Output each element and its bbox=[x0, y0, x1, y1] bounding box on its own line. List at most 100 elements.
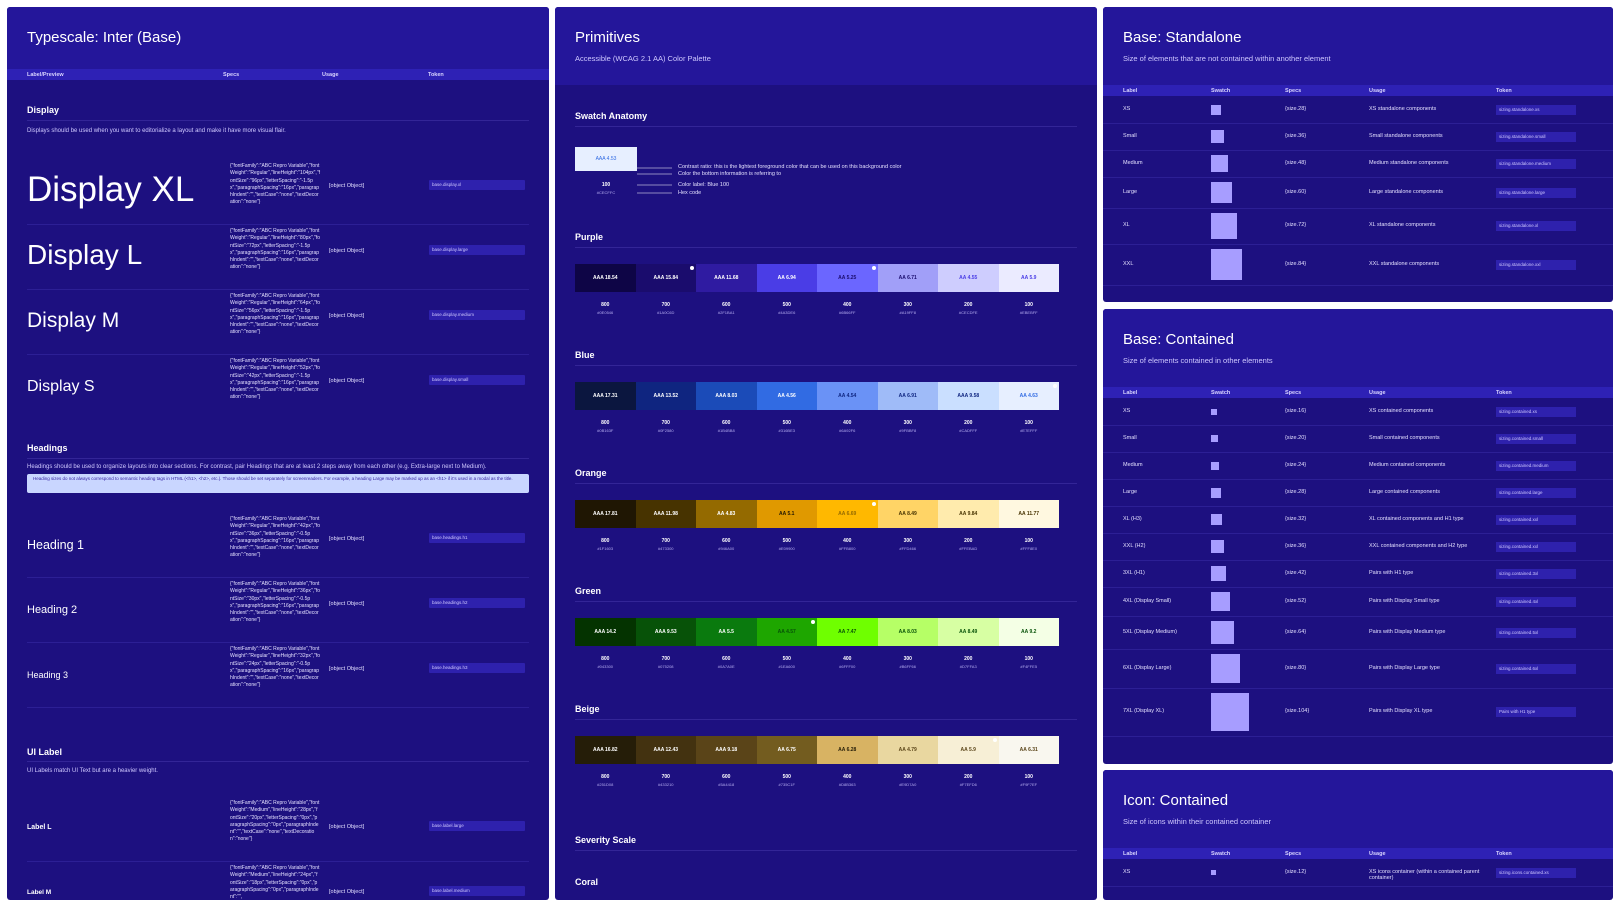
color-swatch[interactable]: AAA 16.82 bbox=[575, 736, 636, 764]
color-swatch[interactable]: AA 6.69 bbox=[817, 500, 878, 528]
color-swatch[interactable]: AA 4.55 bbox=[938, 264, 999, 292]
color-swatch[interactable]: AA 5.9 bbox=[938, 736, 999, 764]
color-swatch[interactable]: AA 5.9 bbox=[998, 264, 1059, 292]
sizing-token-field[interactable]: sizing.contained.large bbox=[1496, 487, 1576, 498]
color-swatch[interactable]: AAA 9.58 bbox=[938, 382, 999, 410]
sizing-token-field[interactable]: sizing.contained.5xl bbox=[1496, 627, 1576, 638]
color-swatch[interactable]: AA 6.28 bbox=[817, 736, 878, 764]
color-swatch[interactable]: AA 5.5 bbox=[696, 618, 757, 646]
color-swatch[interactable]: AA 4.57 bbox=[756, 618, 817, 646]
color-swatch[interactable]: AA 8.49 bbox=[877, 500, 938, 528]
swatch-hex: #0A7A0E bbox=[717, 664, 735, 669]
color-swatch[interactable]: AA 4.79 bbox=[877, 736, 938, 764]
color-swatch[interactable]: AA 6.91 bbox=[877, 382, 938, 410]
sizing-token-field[interactable]: sizing.standalone.medium bbox=[1496, 158, 1576, 169]
token-field[interactable]: base.display.large bbox=[429, 245, 525, 255]
sizing-token-field[interactable]: sizing.icons.contained.xs bbox=[1496, 867, 1576, 878]
color-swatch[interactable]: AAA 14.2 bbox=[575, 618, 636, 646]
icon-contained-panel: Icon: Contained Size of icons within the… bbox=[1103, 770, 1613, 900]
color-swatch[interactable]: AA 5.25 bbox=[817, 264, 878, 292]
coral-heading: Coral bbox=[575, 877, 599, 887]
sizing-token-field[interactable]: Pairs with H1 type bbox=[1496, 707, 1576, 717]
token-field[interactable]: base.display.medium bbox=[429, 310, 525, 320]
swatch-caption: 400 #6FFF00 bbox=[817, 656, 878, 669]
token-field[interactable]: base.display.small bbox=[429, 375, 525, 385]
sizing-token-field[interactable]: sizing.contained.6xl bbox=[1496, 663, 1576, 674]
color-swatch[interactable]: AAA 12.43 bbox=[635, 736, 696, 764]
token-field[interactable]: base.display.xl bbox=[429, 180, 525, 190]
contrast-label: AA 6.94 bbox=[777, 275, 796, 281]
sizing-row: 3XL (H1) {size.42} Pairs with H1 type sizin… bbox=[1103, 560, 1613, 588]
color-swatch[interactable]: AA 6.75 bbox=[756, 736, 817, 764]
color-swatch[interactable]: AA 4.54 bbox=[817, 382, 878, 410]
contained-header: Base: Contained Size of elements contain… bbox=[1103, 309, 1613, 387]
anatomy-line-color: Color the bottom information is referrin… bbox=[678, 171, 782, 177]
token-field[interactable]: base.label.medium bbox=[429, 886, 525, 896]
swatch-step: 100 bbox=[1024, 538, 1033, 544]
color-swatch[interactable]: AA 6.71 bbox=[877, 264, 938, 292]
swatch-row-purple: AAA 18.54 AAA 15.84 AAA 11.68 AA 6.94 AA 5.2… bbox=[575, 264, 1059, 292]
contrast-label: AA 6.31 bbox=[1019, 747, 1038, 753]
color-swatch[interactable]: AAA 18.54 bbox=[575, 264, 636, 292]
sizing-specs: {size.80} bbox=[1285, 664, 1307, 671]
sizing-row: XS {size.12} XS icons container (within a … bbox=[1103, 859, 1613, 887]
swatch-hex: #043300 bbox=[597, 664, 614, 669]
color-swatch[interactable]: AAA 8.03 bbox=[696, 382, 757, 410]
token-field[interactable]: base.headings.h3 bbox=[429, 663, 525, 673]
token-field[interactable]: base.headings.h1 bbox=[429, 533, 525, 543]
color-swatch[interactable]: AAA 9.53 bbox=[635, 618, 696, 646]
color-swatch[interactable]: AA 4.63 bbox=[998, 382, 1059, 410]
color-swatch[interactable]: AAA 13.52 bbox=[635, 382, 696, 410]
color-swatch[interactable]: AAA 11.68 bbox=[696, 264, 757, 292]
sizing-token-field[interactable]: sizing.contained.xxl bbox=[1496, 514, 1576, 525]
color-swatch[interactable]: AA 5.1 bbox=[756, 500, 817, 528]
token-field[interactable]: base.headings.h2 bbox=[429, 598, 525, 608]
token-field[interactable]: base.label.large bbox=[429, 821, 525, 831]
sizing-usage: XS contained components bbox=[1369, 407, 1434, 414]
col-token: Token bbox=[1496, 87, 1512, 94]
sizing-token-field[interactable]: sizing.standalone.small bbox=[1496, 131, 1576, 142]
usage-text: [object Object] bbox=[329, 313, 365, 319]
color-swatch[interactable]: AA 6.31 bbox=[998, 736, 1059, 764]
color-swatch[interactable]: AAA 17.31 bbox=[575, 382, 636, 410]
color-swatch[interactable]: AAA 17.81 bbox=[575, 500, 636, 528]
color-swatch[interactable]: AA 11.77 bbox=[998, 500, 1059, 528]
color-swatch[interactable]: AAA 9.18 bbox=[696, 736, 757, 764]
color-swatch[interactable]: AA 9.2 bbox=[998, 618, 1059, 646]
sizing-token-field[interactable]: sizing.standalone.large bbox=[1496, 187, 1576, 198]
color-swatch[interactable]: AA 4.83 bbox=[696, 500, 757, 528]
sizing-usage: Pairs with Display Small type bbox=[1369, 597, 1440, 604]
sizing-token-field[interactable]: sizing.standalone.xxl bbox=[1496, 259, 1576, 270]
sizing-token-field[interactable]: sizing.contained.3xl bbox=[1496, 568, 1576, 579]
sizing-token-field[interactable]: sizing.contained.small bbox=[1496, 433, 1576, 444]
sizing-token-field[interactable]: sizing.contained.medium bbox=[1496, 460, 1576, 471]
sizing-token-field[interactable]: sizing.contained.xxl bbox=[1496, 541, 1576, 552]
sizing-token-field[interactable]: sizing.standalone.xs bbox=[1496, 104, 1576, 115]
swatch-row-green: AAA 14.2 AAA 9.53 AA 5.5 AA 4.57 AA 7.47 AA 8… bbox=[575, 618, 1059, 646]
color-swatch[interactable]: AA 6.94 bbox=[756, 264, 817, 292]
color-swatch[interactable]: AA 4.56 bbox=[756, 382, 817, 410]
swatch-step: 600 bbox=[722, 302, 731, 308]
color-swatch[interactable]: AA 7.47 bbox=[817, 618, 878, 646]
swatch-caption: 300 #FFD466 bbox=[878, 538, 939, 551]
usage-text: [object Object] bbox=[329, 889, 365, 895]
contained-column-headers: Label Swatch Specs Usage Token bbox=[1103, 387, 1613, 398]
sizing-label: Medium bbox=[1123, 159, 1143, 166]
color-swatch[interactable]: AAA 11.98 bbox=[635, 500, 696, 528]
sizing-usage: Pairs with H1 type bbox=[1369, 569, 1414, 576]
sizing-token-field[interactable]: sizing.contained.xs bbox=[1496, 406, 1576, 417]
color-swatch[interactable]: AA 8.03 bbox=[877, 618, 938, 646]
color-swatch[interactable]: AA 9.84 bbox=[938, 500, 999, 528]
sizing-token-field[interactable]: sizing.standalone.xl bbox=[1496, 221, 1576, 231]
sizing-label: 3XL (H1) bbox=[1123, 569, 1145, 576]
swatch-caption: 300 #A19FF8 bbox=[878, 302, 939, 315]
color-swatch[interactable]: AA 8.49 bbox=[938, 618, 999, 646]
sizing-specs: {size.64} bbox=[1285, 628, 1307, 635]
preview-display-xl: Display XL bbox=[27, 170, 195, 209]
contrast-label: AA 6.91 bbox=[898, 393, 917, 399]
color-swatch[interactable]: AAA 15.84 bbox=[635, 264, 696, 292]
sizing-label: 7XL (Display XL) bbox=[1123, 708, 1165, 714]
sizing-token-field[interactable]: sizing.contained.4xl bbox=[1496, 596, 1576, 607]
palette-heading-beige: Beige bbox=[575, 704, 600, 714]
marker-dot-icon bbox=[811, 620, 815, 624]
